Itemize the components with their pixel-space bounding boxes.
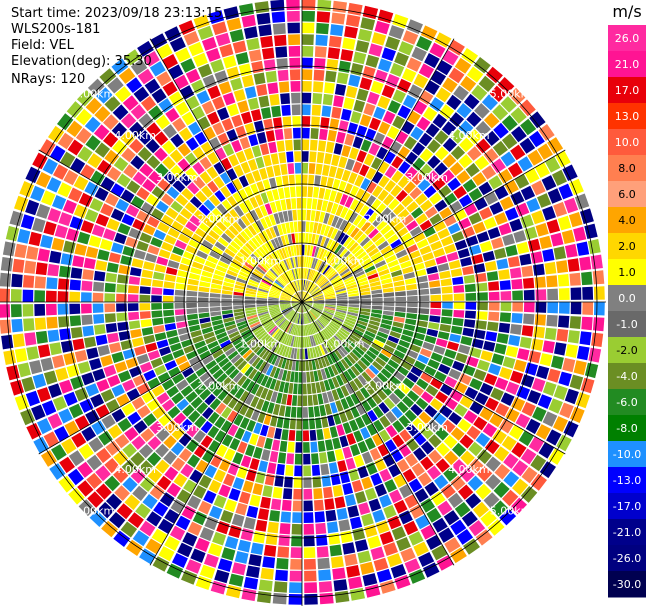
colorbar-tick-label: -10.0 <box>613 448 641 461</box>
azimuth-spoke <box>301 38 455 303</box>
colorbar-swatch <box>608 493 646 520</box>
colorbar-tick-label: -6.0 <box>616 396 637 409</box>
range-ring-label: 2.00km <box>365 379 407 392</box>
range-ring-label: 4.00km <box>448 463 490 476</box>
colorbar-tick-label: -4.0 <box>616 370 637 383</box>
range-ring-label: 1.00km <box>323 254 365 267</box>
colorbar-swatch <box>608 311 646 338</box>
colorbar-swatch <box>608 389 646 416</box>
colorbar-swatch <box>608 363 646 390</box>
colorbar-swatch <box>608 467 646 494</box>
field-label: Field: VEL <box>11 38 74 53</box>
range-ring-label: 5.00km <box>73 87 115 100</box>
colorbar-swatch <box>608 259 646 286</box>
colorbar-title: m/s <box>612 2 641 21</box>
range-ring-label: 3.00km <box>156 421 198 434</box>
colorbar-swatch <box>608 441 646 468</box>
colorbar-tick-label: 21.0 <box>615 58 640 71</box>
colorbar-swatch <box>608 77 646 104</box>
azimuth-spoke <box>301 301 566 455</box>
velocity-gates <box>0 0 605 605</box>
colorbar-tick-label: 10.0 <box>615 136 640 149</box>
range-ring-label: 3.00km <box>156 171 198 184</box>
azimuth-spoke <box>149 38 303 303</box>
colorbar-tick-label: 13.0 <box>615 110 640 123</box>
colorbar-swatch <box>608 415 646 442</box>
colorbar-swatch <box>608 181 646 208</box>
colorbar-tick-label: 6.0 <box>618 188 636 201</box>
colorbar-tick-label: -21.0 <box>613 526 641 539</box>
azimuth-spoke <box>149 301 303 566</box>
colorbar-tick-label: -17.0 <box>613 500 641 513</box>
colorbar-tick-label: 2.0 <box>618 240 636 253</box>
colorbar-swatch <box>608 51 646 78</box>
colorbar-swatch <box>608 25 646 52</box>
colorbar-swatch <box>608 545 646 572</box>
azimuth-spoke <box>301 149 566 303</box>
colorbar-swatch <box>608 233 646 260</box>
range-ring-label: 3.00km <box>406 171 448 184</box>
range-ring-label: 4.00km <box>448 129 490 142</box>
azimuth-spoke <box>301 301 455 566</box>
azimuth-spoke <box>38 149 303 303</box>
range-ring-label: 5.00km <box>490 505 532 518</box>
range-ring-label: 1.00km <box>323 338 365 351</box>
instrument-label: WLS200s-181 <box>11 22 101 37</box>
colorbar-swatch <box>608 207 646 234</box>
range-ring-label: 1.00km <box>239 254 281 267</box>
colorbar-tick-label: 0.0 <box>618 292 636 305</box>
range-ring-label: 4.00km <box>114 463 156 476</box>
colorbar-tick-label: 4.0 <box>618 214 636 227</box>
azimuth-spoke <box>38 301 303 455</box>
colorbar-tick-label: 8.0 <box>618 162 636 175</box>
range-ring-label: 4.00km <box>114 129 156 142</box>
colorbar-tick-label: -2.0 <box>616 344 637 357</box>
range-ring-label: 5.00km <box>73 505 115 518</box>
colorbar-tick-label: -26.0 <box>613 552 641 565</box>
start-time-label: Start time: 2023/09/18 23:13:15 <box>11 6 223 21</box>
colorbar-swatch <box>608 103 646 130</box>
colorbar-tick-label: -8.0 <box>616 422 637 435</box>
colorbar-swatch <box>608 337 646 364</box>
colorbar-swatch <box>608 129 646 156</box>
colorbar-tick-label: 1.0 <box>618 266 636 279</box>
elevation-label: Elevation(deg): 35.30 <box>11 54 152 69</box>
colorbar-swatch <box>608 519 646 546</box>
colorbar-swatch <box>608 155 646 182</box>
range-ring-label: 5.00km <box>490 87 532 100</box>
range-ring-label: 2.00km <box>198 379 240 392</box>
range-ring-label: 2.00km <box>198 213 240 226</box>
colorbar-tick-label: -1.0 <box>616 318 637 331</box>
colorbar-tick-label: -13.0 <box>613 474 641 487</box>
colorbar-tick-label: 17.0 <box>615 84 640 97</box>
range-ring-label: 1.00km <box>239 338 281 351</box>
colorbar-swatch <box>608 571 646 598</box>
colorbar-swatch <box>608 285 646 312</box>
colorbar-tick-label: 26.0 <box>615 32 640 45</box>
colorbar-tick-label: -30.0 <box>613 578 641 591</box>
range-ring-label: 2.00km <box>365 213 407 226</box>
range-ring-label: 3.00km <box>406 421 448 434</box>
nrays-label: NRays: 120 <box>11 72 86 87</box>
